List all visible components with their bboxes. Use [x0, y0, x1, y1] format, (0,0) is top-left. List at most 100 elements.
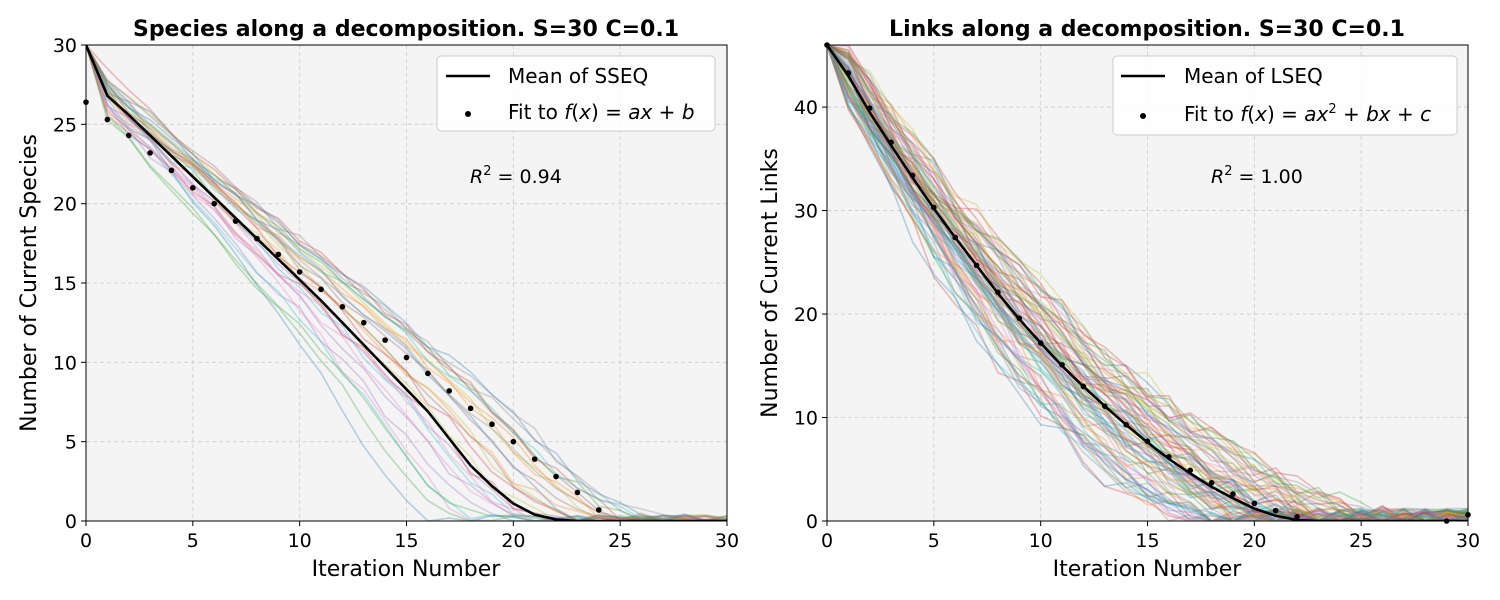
fit-point	[403, 354, 410, 361]
simulation-line	[827, 45, 1468, 521]
simulation-line	[86, 45, 727, 521]
simulation-line	[86, 45, 727, 521]
simulation-line	[827, 45, 1468, 521]
fit-point	[1272, 507, 1279, 514]
legend: Mean of LSEQ Fit to f(x) = ax2 + bx + c	[1112, 55, 1458, 136]
fit-point	[596, 507, 602, 513]
simulation-line	[827, 45, 1468, 521]
simulation-line	[827, 45, 1468, 521]
fit-point	[382, 337, 388, 343]
simulation-line	[827, 45, 1468, 521]
fit-point	[318, 286, 324, 293]
r-squared-annotation: R2 = 1.00	[1211, 164, 1303, 188]
y-axis-ticks: 0 10 20 30 40	[794, 97, 827, 533]
simulation-line	[827, 45, 1468, 521]
y-tick-label: 20	[53, 194, 77, 216]
y-tick-label: 25	[53, 114, 77, 136]
simulation-line	[86, 45, 727, 521]
simulation-line	[827, 45, 1468, 521]
x-tick-label: 25	[608, 530, 632, 552]
x-tick-label: 30	[715, 530, 739, 552]
simulation-line	[827, 45, 1468, 521]
simulation-line	[827, 45, 1468, 521]
simulation-line	[86, 45, 727, 521]
simulation-line	[827, 45, 1468, 521]
simulation-line	[827, 45, 1468, 521]
fit-point	[1144, 438, 1151, 445]
simulation-line	[827, 45, 1468, 521]
legend-fit-label: Fit to f(x) = ax2 + bx + c	[1184, 102, 1431, 126]
fit-point	[995, 289, 1001, 296]
simulation-line	[86, 45, 727, 521]
simulation-line	[827, 45, 1468, 521]
fit-point	[446, 388, 453, 394]
y-tick-label: 0	[806, 511, 818, 533]
simulation-line	[86, 45, 727, 521]
legend-point-swatch	[465, 111, 471, 117]
x-tick-label: 20	[1242, 530, 1266, 552]
simulation-line	[827, 45, 1468, 521]
simulation-line	[827, 45, 1468, 521]
simulation-line	[827, 45, 1468, 521]
y-tick-label: 30	[53, 35, 77, 57]
fit-point	[296, 269, 303, 275]
fit-point	[104, 116, 111, 123]
simulation-line	[86, 45, 727, 521]
simulation-line	[86, 45, 727, 521]
simulation-line	[827, 45, 1468, 521]
simulation-line	[827, 45, 1468, 521]
fit-point	[952, 234, 958, 241]
simulation-line	[827, 45, 1468, 521]
fit-point	[931, 204, 937, 211]
simulation-line	[86, 45, 727, 521]
y-tick-label: 10	[53, 352, 77, 374]
x-tick-label: 5	[187, 530, 199, 552]
simulation-line	[827, 45, 1468, 521]
x-tick-label: 5	[928, 530, 940, 552]
simulation-line	[827, 45, 1468, 521]
simulation-line	[827, 45, 1468, 521]
simulation-line	[827, 45, 1468, 521]
simulation-line	[827, 45, 1468, 521]
x-tick-label: 15	[1135, 530, 1159, 552]
fit-point	[360, 319, 367, 326]
simulation-line	[86, 45, 727, 521]
x-tick-label: 15	[394, 530, 418, 552]
simulation-line	[86, 45, 727, 521]
gridlines	[85, 44, 728, 522]
chart-title: Links along a decomposition. S=30 C=0.1	[889, 17, 1405, 42]
fit-point	[909, 172, 916, 179]
y-axis-ticks: 0 5 10 15 20 25 30	[53, 35, 86, 533]
y-tick-label: 10	[794, 408, 818, 430]
simulation-line	[827, 45, 1468, 521]
links-chart: 0 5 10 15 20 25 30 0 10 20 30 40 Links along a dec…	[758, 17, 1480, 582]
simulation-line	[827, 45, 1468, 521]
fit-point	[866, 105, 873, 111]
fit-points	[824, 42, 1471, 524]
simulation-line	[86, 45, 727, 521]
simulation-line	[827, 45, 1468, 521]
simulation-line	[827, 45, 1468, 521]
simulation-line	[86, 45, 727, 521]
legend-point-swatch	[1140, 113, 1146, 119]
simulation-line	[827, 45, 1468, 521]
fit-point	[147, 150, 153, 156]
fit-point	[574, 489, 581, 496]
simulation-line	[86, 45, 727, 521]
simulation-line	[827, 45, 1468, 521]
simulation-line	[827, 45, 1468, 521]
x-tick-label: 30	[1456, 530, 1480, 552]
simulation-line	[827, 45, 1468, 521]
fit-point	[1059, 361, 1065, 368]
simulation-line	[86, 45, 727, 521]
simulation-line	[827, 45, 1468, 521]
mean-line	[86, 45, 727, 521]
species-chart: 0 5 10 15 20 25 30 0 5 10 15 20 25 30 Species along …	[17, 17, 739, 582]
simulation-line	[827, 45, 1468, 521]
fit-point	[425, 370, 431, 377]
fit-points	[83, 99, 602, 513]
x-tick-label: 0	[80, 530, 92, 552]
fit-point	[1101, 403, 1108, 409]
legend-box	[436, 55, 716, 132]
simulation-line	[827, 45, 1468, 521]
